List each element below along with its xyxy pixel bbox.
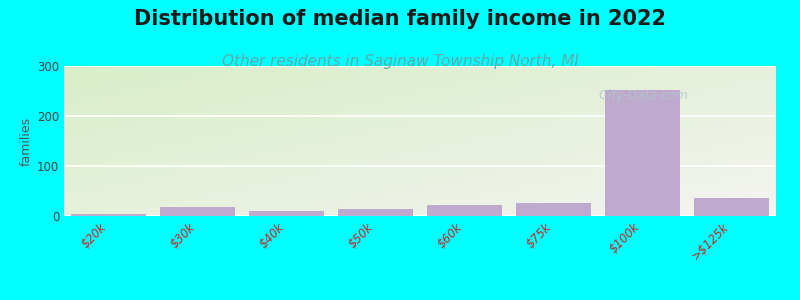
Text: City-Data.com: City-Data.com — [591, 89, 688, 103]
Text: Other residents in Saginaw Township North, MI: Other residents in Saginaw Township Nort… — [222, 54, 578, 69]
Bar — [516, 203, 591, 216]
Bar — [426, 205, 502, 216]
Bar — [249, 211, 324, 216]
Bar — [70, 214, 146, 216]
Y-axis label: families: families — [20, 116, 33, 166]
Bar — [605, 89, 680, 216]
Bar — [160, 207, 235, 216]
Bar — [338, 208, 414, 216]
Text: Distribution of median family income in 2022: Distribution of median family income in … — [134, 9, 666, 29]
Bar — [694, 197, 770, 216]
